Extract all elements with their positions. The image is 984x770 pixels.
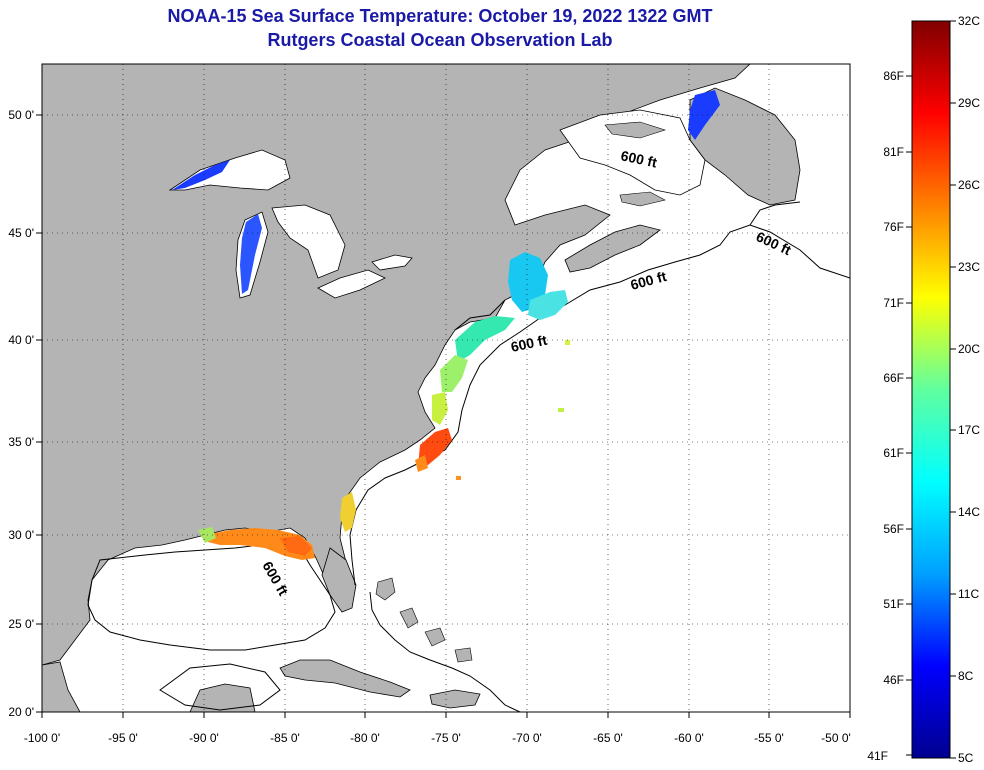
map-area: 600 ft 600 ft 600 ft 600 ft 600 ft (42, 64, 850, 712)
celsius-label: 32C (958, 14, 980, 28)
lon-tick-label: -100 0' (24, 731, 60, 745)
lon-tick-label: -65 0' (593, 731, 623, 745)
lat-tick-label: 45 0' (8, 226, 34, 240)
isobath-600ft (87, 201, 850, 712)
lon-tick-label: -75 0' (431, 731, 461, 745)
lat-tick-label: 50 0' (8, 108, 34, 122)
fahrenheit-label: 86F (883, 69, 904, 83)
celsius-label: 14C (958, 505, 980, 519)
contour-label: 600 ft (619, 147, 658, 170)
celsius-label: 5C (958, 751, 974, 765)
lat-axis-labels: 20 0' 25 0' 30 0' 35 0' 40 0' 45 0' 50 0… (8, 108, 34, 719)
colorbar-gradient (911, 20, 951, 759)
graticule (42, 64, 850, 712)
lon-axis-labels: -100 0' -95 0' -90 0' -85 0' -80 0' -75 … (24, 731, 851, 745)
fahrenheit-label: 46F (883, 673, 904, 687)
fahrenheit-label: 76F (883, 220, 904, 234)
lat-tick-label: 40 0' (8, 333, 34, 347)
celsius-label: 20C (958, 342, 980, 356)
lon-tick-label: -85 0' (270, 731, 300, 745)
colorbar-ticks (906, 20, 956, 759)
fahrenheit-label: 51F (883, 597, 904, 611)
lon-tick-label: -90 0' (189, 731, 219, 745)
land-nova-scotia (564, 224, 661, 273)
lon-tick-label: -95 0' (108, 731, 138, 745)
land-yucatan (42, 661, 256, 712)
colorbar-fahrenheit-labels: 86F 81F 76F 71F 66F 61F 56F 51F 46F 41F (867, 69, 904, 763)
land-hispaniola (429, 689, 481, 709)
colorbar: 32C 29C 26C 23C 20C 17C 14C 11C 8C 5C 86… (867, 14, 980, 765)
lat-tick-label: 30 0' (8, 528, 34, 542)
map-title: NOAA-15 Sea Surface Temperature: October… (167, 6, 713, 26)
pei (619, 191, 666, 207)
fahrenheit-label: 56F (883, 522, 904, 536)
map-subtitle: Rutgers Coastal Ocean Observation Lab (267, 30, 613, 50)
fahrenheit-label: 41F (867, 749, 888, 763)
anticosti-island (604, 121, 666, 139)
land-north-america (42, 64, 751, 666)
lon-tick-label: -80 0' (350, 731, 380, 745)
celsius-label: 8C (958, 669, 974, 683)
axis-ticks (36, 114, 851, 718)
lon-tick-label: -60 0' (674, 731, 704, 745)
lat-tick-label: 20 0' (8, 705, 34, 719)
lon-tick-label: -50 0' (821, 731, 851, 745)
land-florida (321, 547, 357, 613)
fahrenheit-label: 71F (883, 296, 904, 310)
colorbar-celsius-labels: 32C 29C 26C 23C 20C 17C 14C 11C 8C 5C (958, 14, 980, 765)
celsius-label: 23C (958, 260, 980, 274)
bahamas (375, 577, 473, 663)
fahrenheit-label: 61F (883, 446, 904, 460)
fahrenheit-label: 81F (883, 145, 904, 159)
lat-tick-label: 35 0' (8, 435, 34, 449)
sst-data (172, 90, 720, 560)
land-cuba (279, 659, 411, 698)
fahrenheit-label: 66F (883, 371, 904, 385)
celsius-label: 29C (958, 96, 980, 110)
lon-tick-label: -55 0' (754, 731, 784, 745)
lon-tick-label: -70 0' (512, 731, 542, 745)
gulf-st-lawrence (559, 109, 706, 196)
lat-tick-label: 25 0' (8, 617, 34, 631)
celsius-label: 26C (958, 178, 980, 192)
contour-label: 600 ft (509, 332, 548, 355)
celsius-label: 17C (958, 423, 980, 437)
celsius-label: 11C (958, 587, 979, 601)
